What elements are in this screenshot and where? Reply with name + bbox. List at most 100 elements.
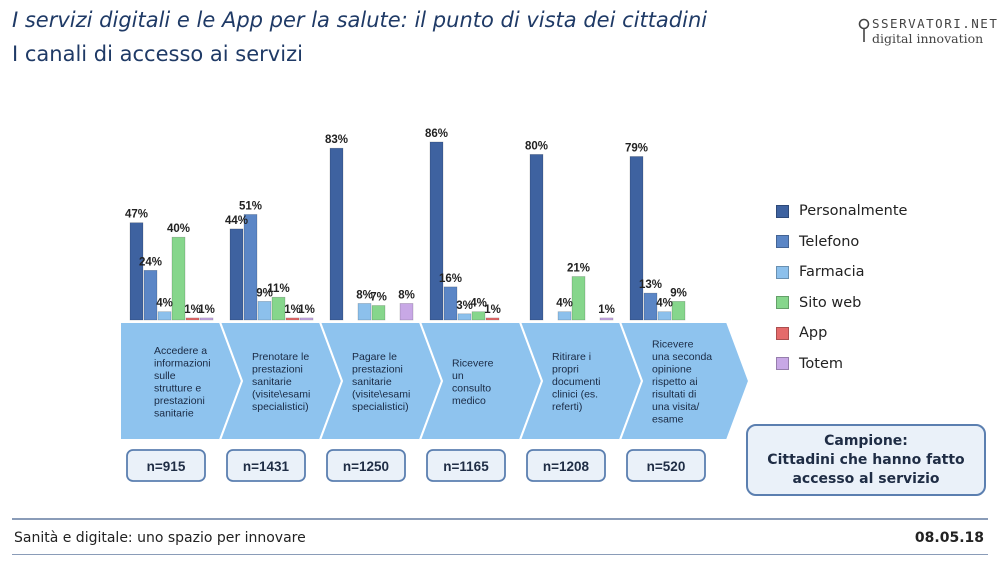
sample-box: Campione: Cittadini che hanno fatto acce… [746, 424, 986, 496]
data-label: 80% [525, 140, 548, 152]
category-label: informazioni [154, 357, 211, 369]
legend-label: Totem [799, 355, 843, 372]
bar [199, 317, 214, 321]
bar [329, 147, 344, 321]
bar [171, 236, 186, 321]
sample-size-box [326, 449, 406, 482]
bar [285, 317, 300, 321]
category-label: consulto [452, 382, 491, 394]
category-label: prestazioni [252, 364, 303, 376]
data-label: 13% [639, 279, 662, 291]
category-chevron [618, 321, 751, 441]
bar [529, 154, 544, 321]
category-label: prestazioni [154, 395, 205, 407]
data-label: 79% [625, 142, 648, 154]
legend-swatch [776, 204, 789, 218]
bar [429, 141, 444, 321]
bar [129, 222, 144, 321]
category-label: strutture e [154, 382, 201, 394]
data-label: 83% [325, 134, 348, 146]
legend-swatch [776, 296, 789, 310]
legend-item: Totem [776, 349, 907, 380]
bar [229, 228, 244, 321]
legend-swatch [776, 357, 789, 371]
category-label: Ricevere [452, 357, 494, 369]
bar [457, 313, 472, 321]
bar [243, 214, 258, 321]
sample-size-box [526, 449, 606, 482]
bar [471, 311, 486, 321]
bar [657, 311, 672, 321]
bar [485, 317, 500, 321]
legend-label: Telefono [799, 233, 860, 250]
bar [599, 317, 614, 321]
category-label: (visite\esami [252, 389, 310, 401]
footer-divider-top [12, 518, 988, 520]
category-label: Ricevere [652, 339, 694, 351]
legend-swatch [776, 235, 789, 249]
data-label: 86% [425, 128, 448, 140]
category-label: specialistici) [252, 401, 309, 413]
footer-divider-bottom [12, 554, 988, 555]
bar [443, 286, 458, 321]
category-label: documenti [552, 376, 600, 388]
data-label: 4% [156, 298, 173, 310]
data-label: 1% [484, 304, 501, 316]
data-label: 4% [556, 298, 573, 310]
logo-icon [858, 18, 870, 42]
data-label: 16% [439, 273, 462, 285]
chart-legend: Personalmente Telefono Farmacia Sito web App… [776, 196, 907, 379]
category-label: Accedere a [154, 345, 207, 357]
legend-item: App [776, 318, 907, 349]
data-label: 21% [567, 263, 590, 275]
sample-box-line1: Campione: [824, 432, 908, 449]
category-label: rispetto ai [652, 376, 698, 388]
category-label: una visita/ [652, 401, 699, 413]
sample-size-label: n=1250 [343, 459, 389, 474]
category-label: opinione [652, 364, 692, 376]
bar [299, 317, 314, 321]
category-label: sanitarie [352, 376, 392, 388]
logo: SSERVATORI.NET digital innovation [858, 16, 997, 50]
page-subtitle: I canali di accesso ai servizi [12, 42, 303, 66]
legend-swatch [776, 265, 789, 279]
bar [185, 317, 200, 321]
sample-size-box [626, 449, 706, 482]
category-label: (visite\esami [352, 389, 410, 401]
footer-date: 08.05.18 [914, 530, 984, 546]
data-label: 51% [239, 200, 262, 212]
sample-size-label: n=520 [647, 459, 686, 474]
data-label: 24% [139, 256, 162, 268]
bar [671, 301, 686, 321]
bar [399, 303, 414, 321]
data-label: 4% [470, 298, 487, 310]
sample-box-line3: accesso al servizio [792, 470, 940, 487]
data-label: 44% [225, 215, 248, 227]
category-label: Pagare le [352, 351, 397, 363]
sample-size-label: n=1431 [243, 459, 290, 474]
data-label: 1% [198, 304, 215, 316]
category-label: Ritirare i [552, 351, 591, 363]
bar [157, 311, 172, 321]
sample-size-box [126, 449, 206, 482]
legend-label: Sito web [799, 294, 862, 311]
data-label: 1% [284, 304, 301, 316]
data-label: 9% [670, 287, 687, 299]
legend-label: Farmacia [799, 264, 865, 281]
data-label: 1% [298, 304, 315, 316]
data-label: 47% [125, 209, 148, 221]
sample-size-label: n=1165 [443, 459, 489, 474]
footer-text: Sanità e digitale: uno spazio per innova… [14, 530, 306, 546]
bar [571, 276, 586, 321]
logo-line2: digital innovation [872, 31, 984, 46]
category-label: specialistici) [352, 401, 409, 413]
sample-size-label: n=1208 [543, 459, 590, 474]
sample-box-line2: Cittadini che hanno fatto [767, 451, 965, 468]
category-chevron [119, 321, 244, 441]
bar [357, 303, 372, 321]
bar [143, 270, 158, 321]
category-label: risultati di [652, 389, 696, 401]
category-label: prestazioni [352, 364, 403, 376]
data-label: 40% [167, 223, 190, 235]
